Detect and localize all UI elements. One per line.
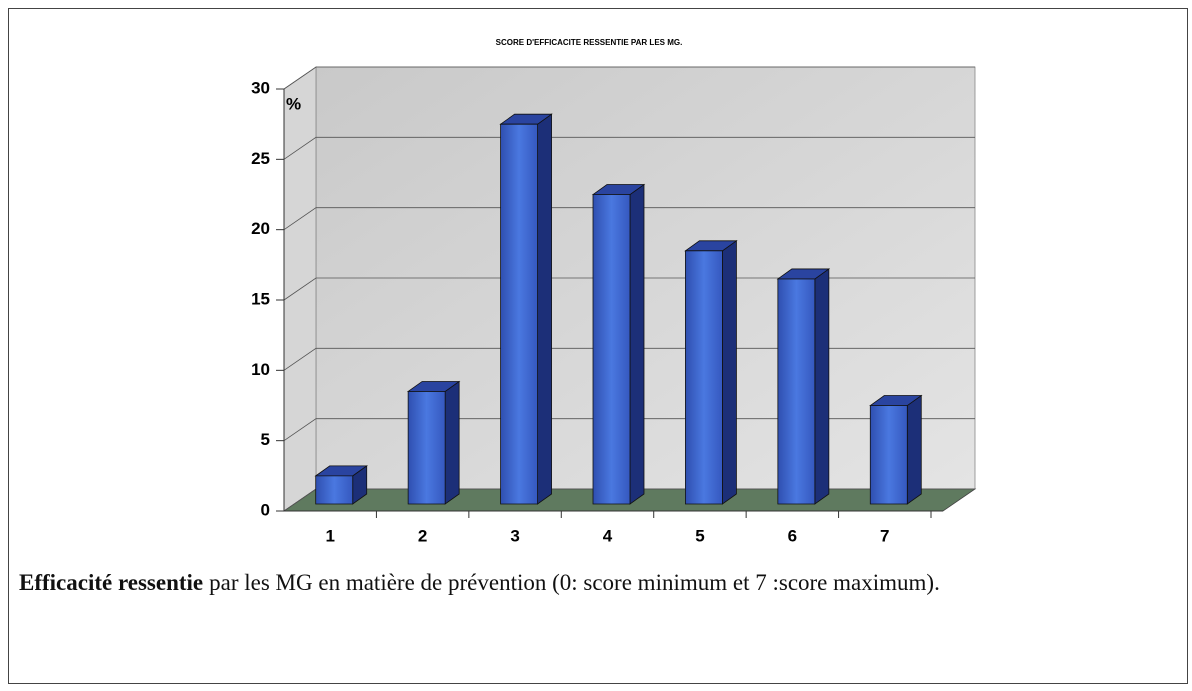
bar-front — [592, 194, 631, 505]
bar — [684, 240, 738, 505]
bar-front — [777, 278, 816, 505]
grid-line — [283, 277, 975, 301]
x-tick-label: 5 — [695, 526, 704, 545]
x-tick-label: 4 — [603, 526, 613, 545]
grid-line — [283, 347, 975, 371]
bar — [776, 268, 831, 505]
bar-front — [315, 475, 354, 505]
bar-side — [722, 240, 737, 505]
y-tick-label: 30 — [251, 78, 270, 97]
bar-front — [500, 123, 538, 505]
grid-line — [283, 207, 975, 230]
y-tick-label: 5 — [261, 430, 270, 449]
bar-front — [869, 405, 908, 505]
chart-title: SCORE D'EFFICACITE RESSENTIE PAR LES MG. — [496, 38, 683, 47]
caption-text: par les MG en matière de prévention (0: … — [209, 570, 940, 595]
caption-bold: Efficacité ressentie — [19, 570, 204, 595]
bar-front — [407, 391, 446, 505]
bar-side — [814, 268, 830, 505]
grid-line — [283, 418, 975, 441]
bar-side — [906, 394, 922, 505]
figure: SCORE D'EFFICACITE RESSENTIE PAR LES MG.… — [8, 8, 1188, 684]
caption: Efficacité ressentie par les MG en matièr… — [19, 564, 1169, 602]
bar — [499, 113, 553, 505]
x-tick-label: 1 — [325, 526, 334, 545]
grid-line — [283, 136, 975, 160]
y-tick-label: 15 — [251, 289, 270, 308]
x-tick-label: 2 — [418, 526, 427, 545]
grid-line — [283, 66, 975, 90]
bar-side — [537, 113, 552, 505]
bar — [869, 394, 923, 505]
y-tick-label: 10 — [251, 360, 270, 379]
chart: SCORE D'EFFICACITE RESSENTIE PAR LES MG.… — [251, 38, 977, 545]
bar — [406, 380, 461, 505]
bar-front — [685, 250, 723, 505]
x-tick-label: 6 — [788, 526, 797, 545]
x-tick-label: 3 — [510, 526, 519, 545]
y-tick-label: 20 — [251, 219, 270, 238]
y-tick-label: 0 — [261, 500, 270, 519]
bar — [591, 183, 646, 505]
y-tick-label: 25 — [251, 149, 270, 168]
x-tick-label: 7 — [880, 526, 889, 545]
bar — [314, 465, 368, 505]
y-unit: % — [286, 94, 301, 113]
bar-side — [629, 183, 645, 505]
bar-side — [444, 380, 460, 505]
